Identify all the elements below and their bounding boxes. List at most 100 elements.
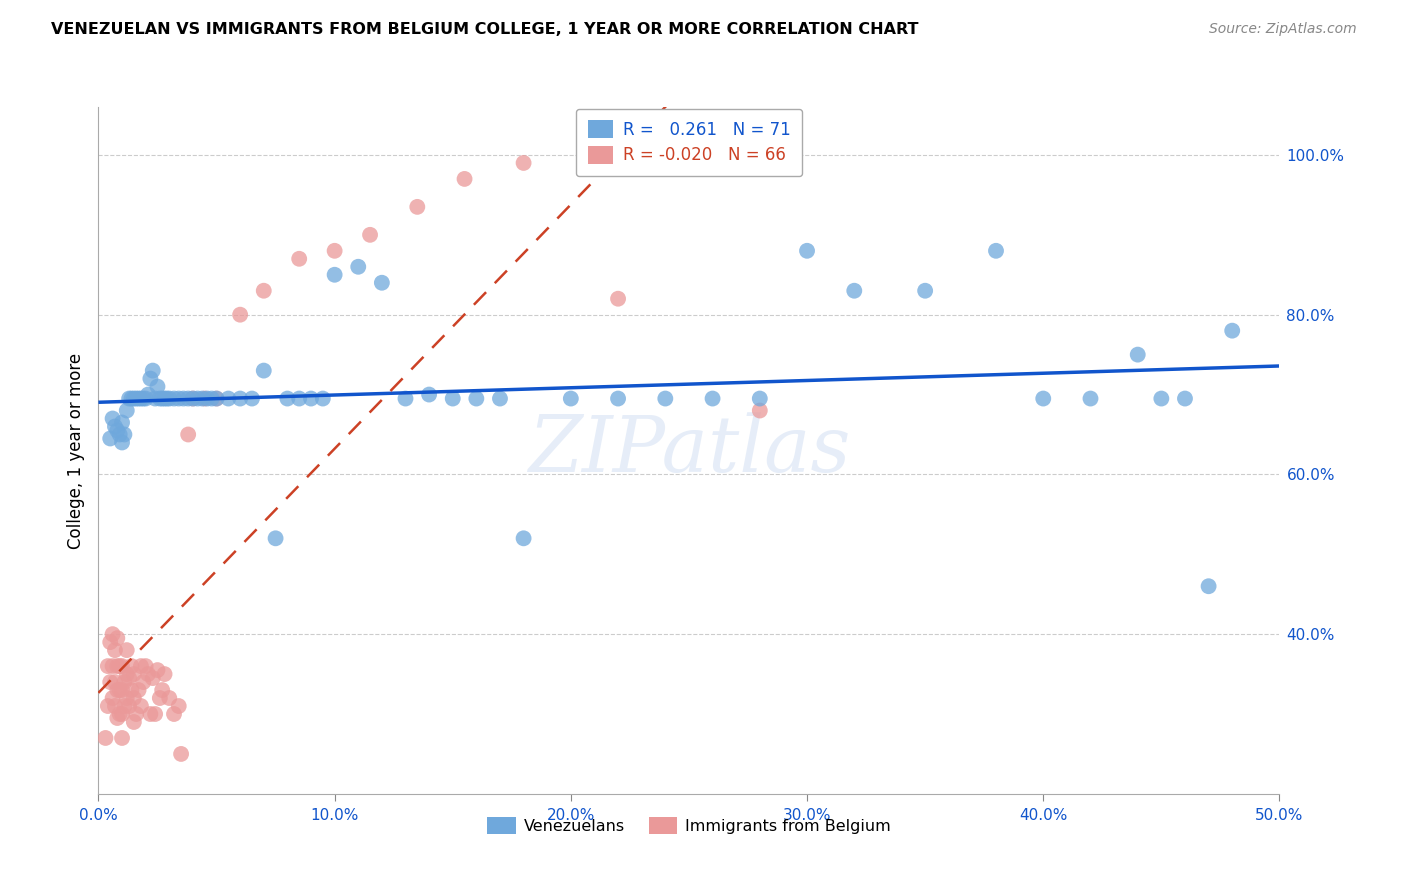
Point (796, 244, 818, 258)
Point (108, 683, 131, 698)
Point (607, 392, 630, 406)
Point (229, 392, 252, 406)
Point (128, 392, 150, 406)
Point (135, 392, 157, 406)
Point (560, 392, 582, 406)
Text: Source: ZipAtlas.com: Source: ZipAtlas.com (1209, 22, 1357, 37)
Point (264, 531, 287, 545)
Point (1080, 392, 1102, 406)
Point (177, 392, 200, 406)
Point (136, 667, 159, 681)
Legend: Venezuelans, Immigrants from Belgium: Venezuelans, Immigrants from Belgium (481, 811, 897, 841)
Point (105, 711, 128, 725)
Point (98, 675, 121, 690)
Point (1032, 392, 1054, 406)
Point (104, 419, 127, 434)
Point (122, 714, 145, 729)
Point (101, 627, 124, 641)
Point (394, 392, 416, 406)
Point (914, 284, 936, 298)
Point (118, 671, 141, 685)
Point (441, 392, 464, 406)
Point (111, 416, 134, 430)
Point (288, 252, 311, 266)
Point (121, 392, 143, 406)
Text: ZIPatlas: ZIPatlas (527, 412, 851, 489)
Point (153, 392, 176, 406)
Point (194, 392, 217, 406)
Point (142, 363, 165, 377)
Point (323, 244, 346, 258)
Point (150, 683, 173, 698)
Point (607, 292, 630, 306)
Point (129, 392, 152, 406)
Point (101, 691, 124, 706)
Point (181, 392, 204, 406)
Point (115, 691, 138, 706)
Point (97, 659, 120, 673)
Point (170, 747, 193, 761)
Point (406, 200, 429, 214)
Point (122, 392, 145, 406)
Point (191, 392, 214, 406)
Point (115, 643, 138, 657)
Point (157, 691, 180, 706)
Text: VENEZUELAN VS IMMIGRANTS FROM BELGIUM COLLEGE, 1 YEAR OR MORE CORRELATION CHART: VENEZUELAN VS IMMIGRANTS FROM BELGIUM CO… (51, 22, 918, 37)
Point (153, 667, 176, 681)
Point (253, 363, 276, 377)
Point (465, 392, 488, 406)
Point (195, 392, 218, 406)
Point (132, 675, 155, 690)
Point (139, 706, 162, 721)
Point (108, 706, 131, 721)
Point (118, 699, 141, 714)
Point (201, 392, 224, 406)
Point (167, 392, 190, 406)
Point (125, 706, 148, 721)
Point (1126, 348, 1149, 362)
Point (157, 392, 180, 406)
Point (312, 392, 335, 406)
Point (118, 392, 141, 406)
Point (108, 659, 131, 673)
Point (128, 683, 150, 698)
Point (253, 284, 276, 298)
Point (288, 392, 311, 406)
Point (156, 392, 179, 406)
Point (512, 156, 534, 170)
Point (748, 392, 770, 406)
Point (347, 260, 370, 274)
Point (122, 667, 145, 681)
Point (149, 691, 172, 706)
Point (844, 284, 866, 298)
Point (115, 667, 138, 681)
Point (453, 172, 475, 186)
Point (146, 379, 169, 393)
Point (98, 432, 121, 446)
Point (205, 392, 228, 406)
Point (163, 706, 186, 721)
Point (111, 659, 134, 673)
Point (984, 244, 1007, 258)
Point (512, 531, 534, 545)
Point (163, 392, 186, 406)
Point (108, 427, 131, 442)
Point (205, 392, 228, 406)
Point (121, 659, 143, 673)
Point (111, 435, 134, 450)
Point (104, 699, 127, 714)
Point (167, 699, 190, 714)
Point (748, 403, 770, 417)
Point (150, 392, 173, 406)
Point (105, 659, 128, 673)
Point (149, 392, 172, 406)
Point (276, 392, 298, 406)
Point (105, 631, 128, 645)
Point (1174, 392, 1197, 406)
Point (125, 392, 148, 406)
Point (172, 392, 194, 406)
Point (142, 671, 165, 685)
Point (136, 387, 159, 401)
Point (177, 427, 200, 442)
Point (98, 635, 121, 649)
